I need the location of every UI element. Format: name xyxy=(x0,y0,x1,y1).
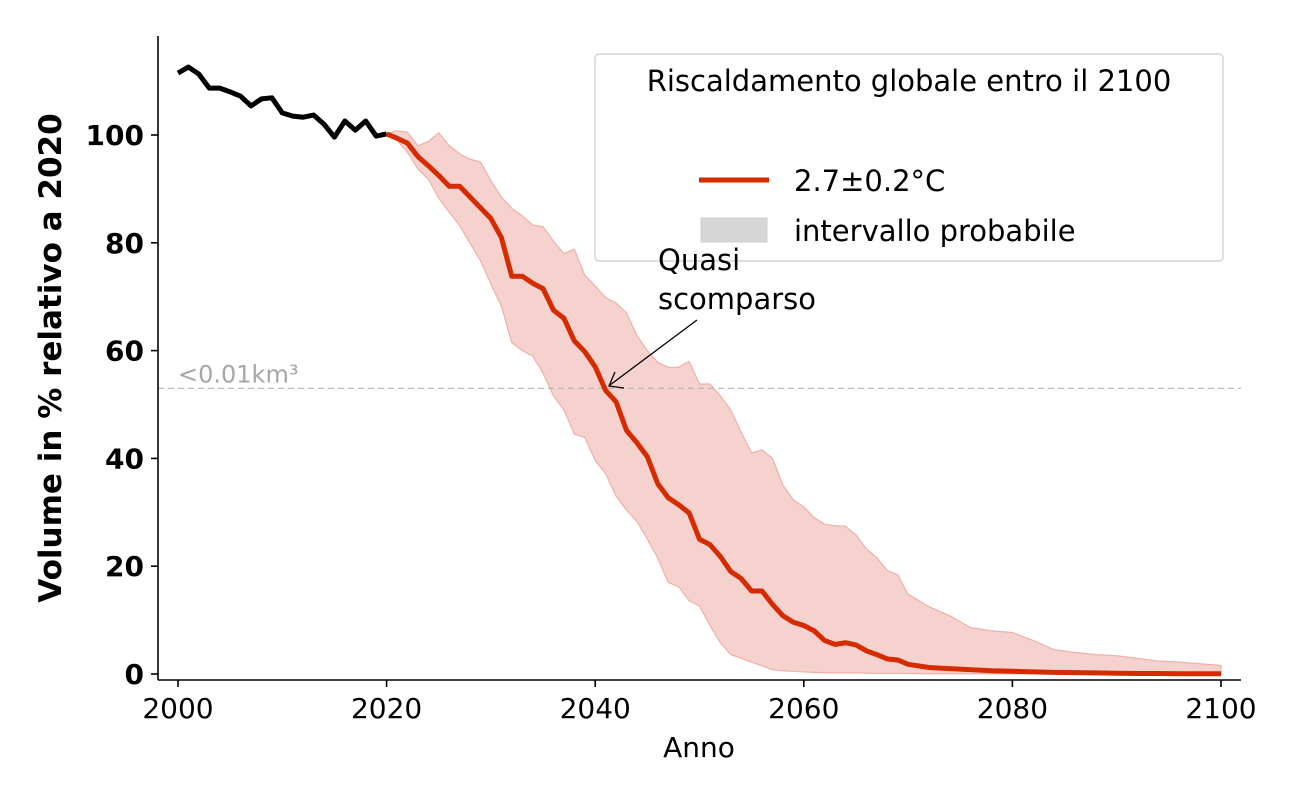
band-layer xyxy=(385,130,1222,675)
annotation-arrow-shaft xyxy=(609,319,698,386)
y-tick-label: 60 xyxy=(105,335,144,368)
series-layer xyxy=(176,64,1221,677)
legend-title: Riscaldamento globale entro il 2100 xyxy=(647,64,1172,98)
threshold-layer: <0.01km³ xyxy=(158,360,1241,389)
legend-patch-swatch xyxy=(700,217,768,243)
x-ticks: 2000 2020 2040 2060 2080 2100 xyxy=(142,680,1257,725)
threshold-label: <0.01km³ xyxy=(178,360,298,388)
historical-series-line xyxy=(176,64,388,140)
x-tick-label: 2080 xyxy=(977,692,1048,725)
y-ticks: 0 20 40 60 80 100 xyxy=(86,119,158,691)
legend: Riscaldamento globale entro il 2100 2.7±… xyxy=(594,53,1224,262)
y-tick-label: 100 xyxy=(86,119,144,152)
x-axis-label: Anno xyxy=(663,731,735,764)
annotation: Quasi scomparso xyxy=(608,243,816,389)
annotation-line-2: scomparso xyxy=(658,282,816,316)
y-tick-label: 0 xyxy=(125,658,144,691)
annotation-arrow-head xyxy=(608,371,625,389)
y-tick-label: 80 xyxy=(105,227,144,260)
legend-frame xyxy=(594,53,1224,262)
likely-range-band xyxy=(385,130,1222,675)
legend-entry-band: intervallo probabile xyxy=(794,214,1076,248)
x-tick-label: 2040 xyxy=(560,692,631,725)
legend-entry-projection: 2.7±0.2°C xyxy=(794,164,945,198)
x-tick-label: 2000 xyxy=(142,692,213,725)
y-tick-label: 40 xyxy=(105,442,144,475)
x-tick-label: 2060 xyxy=(768,692,839,725)
projection-series-line xyxy=(385,131,1221,677)
x-tick-label: 2020 xyxy=(351,692,422,725)
y-axis-label: Volume in % relativo a 2020 xyxy=(33,113,69,602)
x-tick-label: 2100 xyxy=(1185,692,1256,725)
annotation-line-1: Quasi xyxy=(658,243,740,277)
y-tick-label: 20 xyxy=(105,550,144,583)
